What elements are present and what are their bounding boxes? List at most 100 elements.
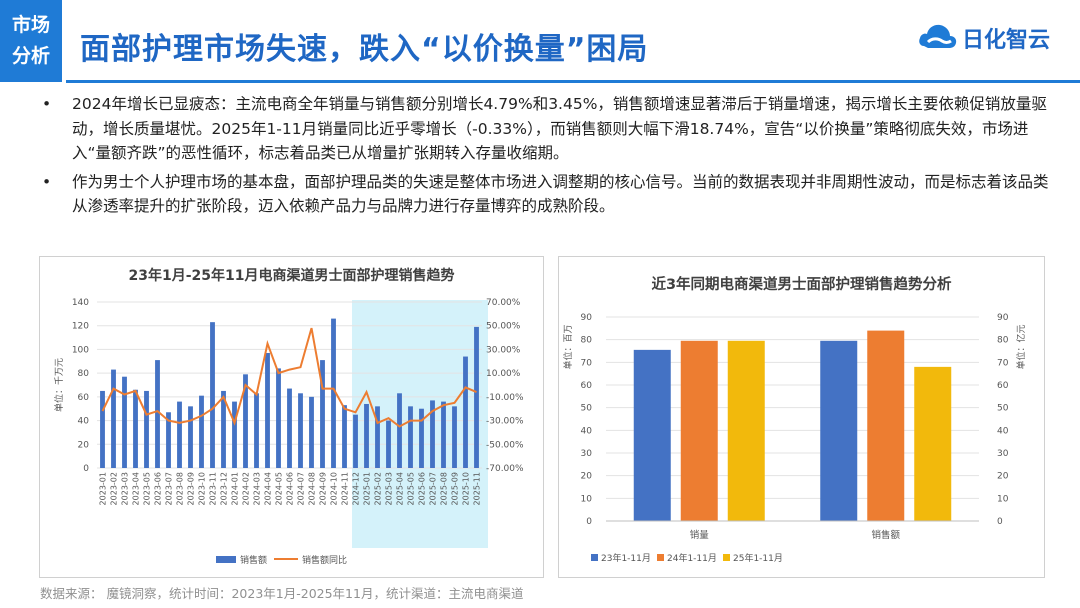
y2-tick-label: 10.00%: [486, 369, 521, 379]
bar: [232, 401, 237, 468]
legend-label: 24年1-11月: [667, 552, 717, 564]
bar: [309, 396, 314, 468]
x-tick-label: 2025-04: [396, 472, 405, 505]
title-divider: [66, 80, 1080, 83]
line-series: [101, 327, 477, 428]
bar: [122, 376, 127, 468]
y-tick-label: 0: [586, 517, 592, 527]
y-tick-label: 10: [581, 494, 593, 504]
chart-title: 23年1月-25年11月电商渠道男士面部护理销售趋势: [128, 268, 455, 284]
bar: [474, 326, 479, 468]
x-tick-label: 2024-03: [253, 472, 262, 505]
yearly-comparison-chart: 近3年同期电商渠道男士面部护理销售趋势分析 0 10 20 30 40 50 60 70 80 9…: [558, 256, 1045, 578]
y2-tick-label: 50.00%: [486, 322, 521, 332]
bar: [364, 403, 369, 468]
bar: [386, 420, 391, 468]
x-tick-label: 2023-08: [176, 472, 185, 505]
y2-tick-label: -50.00%: [486, 440, 524, 450]
bar: [408, 406, 413, 468]
x-tick-label: 2023-03: [121, 472, 130, 505]
bar: [287, 388, 292, 468]
bar: [430, 400, 435, 468]
y-tick-label: 120: [72, 322, 89, 332]
x-tick-label: 2024-10: [330, 472, 339, 505]
x-tick-label: 2023-02: [110, 472, 119, 505]
bar: [452, 406, 457, 468]
x-tick-label: 销量: [690, 529, 710, 541]
x-tick-label: 销售额: [871, 529, 900, 541]
x-tick-label: 2024-12: [352, 472, 361, 505]
x-tick-label: 2025-10: [462, 472, 471, 505]
y-tick-label: 90: [581, 313, 593, 323]
x-tick-label: 2025-08: [440, 472, 449, 505]
x-tick-label: 2024-02: [242, 472, 251, 505]
legend-label: 销售额同比: [302, 554, 347, 566]
chart-title: 近3年同期电商渠道男士面部护理销售趋势分析: [651, 277, 952, 293]
bar: [166, 412, 171, 468]
bar: [254, 393, 259, 468]
bar: [298, 393, 303, 468]
y-tick-label: 0: [83, 464, 89, 474]
bar: [727, 340, 765, 521]
section-tag-line-1: 市场: [11, 14, 50, 36]
bar: [331, 318, 336, 468]
legend-label: 销售额: [240, 554, 267, 566]
legend-label: 23年1-11月: [601, 552, 651, 564]
y2-axis-label: 单位：亿元: [1015, 324, 1027, 369]
y2-tick-label: 10: [997, 494, 1009, 504]
bar: [353, 414, 358, 468]
legend-swatch: [657, 554, 664, 561]
section-tag: 市场 分析: [0, 0, 62, 82]
y2-tick-label: 0: [997, 517, 1003, 527]
bar: [633, 349, 671, 521]
y2-tick-label: 60: [997, 381, 1009, 391]
x-tick-label: 2024-11: [341, 472, 350, 505]
data-source-note: 数据来源： 魔镜洞察，统计时间：2023年1月-2025年11月，统计渠道：主流…: [40, 586, 524, 601]
bullet-text: 作为男士个人护理市场的基本盘，面部护理品类的失速是整体市场进入调整期的核心信号。…: [72, 172, 1049, 216]
bullet-dot: •: [42, 172, 52, 191]
page-title: 面部护理市场失速，跌入“以价换量”困局: [80, 32, 649, 67]
y2-tick-label: 70.00%: [486, 298, 521, 308]
y-tick-label: 140: [72, 298, 89, 308]
y2-tick-label: -30.00%: [486, 417, 524, 427]
y-tick-label: 50: [581, 404, 593, 414]
x-tick-label: 2023-05: [143, 472, 152, 505]
x-tick-label: 2024-09: [319, 472, 328, 505]
x-tick-label: 2023-01: [99, 472, 108, 505]
y2-tick-label: 90: [997, 313, 1009, 323]
x-tick-label: 2024-06: [286, 472, 295, 505]
x-tick-label: 2023-04: [132, 472, 141, 505]
bar: [177, 401, 182, 468]
y-tick-label: 40: [78, 417, 90, 427]
monthly-trend-chart: 23年1月-25年11月电商渠道男士面部护理销售趋势 0 20 40 60 80 100 1…: [39, 256, 544, 578]
x-tick-label: 2024-05: [275, 472, 284, 505]
y2-tick-label: -10.00%: [486, 393, 524, 403]
bar: [867, 330, 905, 521]
cloud-logo-icon: [919, 24, 957, 48]
bar: [144, 390, 149, 468]
bar: [265, 352, 270, 468]
x-tick-label: 2023-12: [220, 472, 229, 505]
bar: [133, 389, 138, 468]
y-tick-label: 80: [78, 369, 90, 379]
y-tick-label: 60: [581, 381, 593, 391]
y-axis-label: 单位：百万: [562, 324, 574, 369]
y2-tick-label: 70: [997, 358, 1009, 368]
x-tick-label: 2024-01: [231, 472, 240, 505]
bullet-list: • 2024年增长已显疲态：主流电商全年销量与销售额分别增长4.79%和3.45…: [40, 92, 1050, 219]
y-tick-label: 60: [78, 393, 90, 403]
legend-swatch: [591, 554, 598, 561]
x-tick-label: 2025-09: [451, 472, 460, 505]
bar: [276, 368, 281, 468]
bar: [210, 322, 215, 468]
x-tick-label: 2023-11: [209, 472, 218, 505]
y-axis-label: 单位：千万元: [53, 358, 65, 412]
y2-tick-label: 30: [997, 449, 1009, 459]
brand-logo: 日化智云: [918, 20, 1050, 56]
monthly-trend-chart-svg: 0 20 40 60 80 100 120 140 -70.00% -50.00% -30.00% -…: [53, 298, 524, 566]
bar: [320, 360, 325, 468]
y-tick-label: 80: [581, 336, 593, 346]
x-tick-label: 2024-07: [297, 472, 306, 505]
bar: [221, 390, 226, 468]
x-tick-label: 2023-06: [154, 472, 163, 505]
